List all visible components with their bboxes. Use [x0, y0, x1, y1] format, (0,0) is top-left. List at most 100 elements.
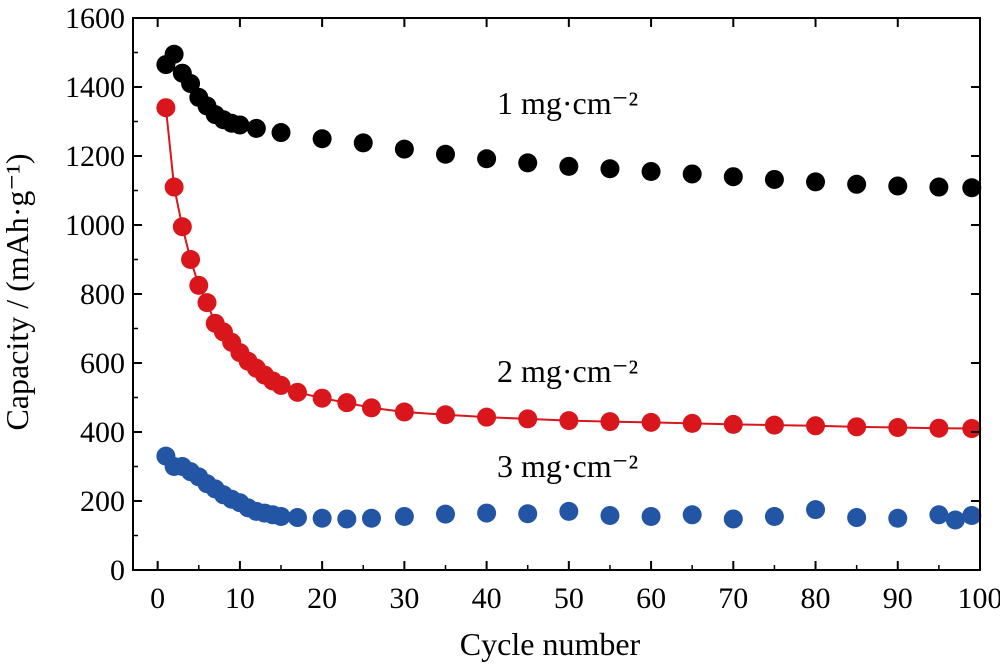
series-1-point — [435, 144, 455, 164]
series-1-point — [764, 169, 784, 189]
series-2-point — [156, 98, 176, 118]
x-axis-title: Cycle number — [460, 626, 641, 662]
series-2-point — [361, 398, 381, 418]
ticks-layer — [133, 17, 981, 571]
series-3-point — [682, 505, 702, 525]
x-tick-label-4: 40 — [472, 582, 502, 615]
series-3-point — [477, 503, 497, 523]
y-tick-label-5: 1000 — [65, 209, 125, 242]
x-tick-label-3: 30 — [389, 582, 419, 615]
series-2-point — [337, 393, 357, 413]
series-2-point — [435, 405, 455, 425]
labels-layer: 0 10 20 30 40 50 60 70 80 90 100020040060080010001… — [65, 2, 1000, 615]
series-label-3: 3 mg·cm⁻² — [497, 448, 638, 484]
series-2-point — [394, 402, 414, 422]
x-tick-label-9: 90 — [883, 582, 913, 615]
series-2-point — [181, 250, 201, 269]
series-2-point — [189, 275, 209, 295]
series-3-point — [312, 508, 332, 528]
x-tick-label-10: 100 — [958, 582, 1000, 615]
series-1-point — [230, 115, 250, 135]
series-1-point — [271, 123, 291, 143]
y-tick-label-2: 400 — [80, 416, 125, 449]
series-2-point — [847, 417, 867, 437]
x-tick-label-7: 70 — [718, 582, 748, 615]
series-2-point — [271, 375, 291, 395]
series-1-point — [888, 176, 908, 196]
x-tick-label-8: 80 — [801, 582, 831, 615]
series-2-point — [559, 411, 579, 431]
series-2-point — [197, 293, 217, 313]
series-2-point — [929, 418, 949, 438]
x-tick-label-0: 0 — [150, 582, 165, 615]
series-2-point — [641, 412, 661, 432]
y-tick-label-8: 1600 — [65, 2, 125, 35]
series-3-point — [287, 508, 307, 528]
series-3-point — [559, 501, 579, 521]
series-1-point — [600, 159, 620, 179]
series-1-point — [246, 118, 266, 138]
series-1-point — [164, 44, 184, 64]
series-1-point — [682, 164, 702, 184]
series-3-point — [361, 508, 381, 528]
series-2-point — [723, 414, 743, 434]
series-2-point — [287, 382, 307, 402]
series-1-point — [394, 139, 414, 159]
series-label-2: 2 mg·cm⁻² — [497, 353, 638, 389]
y-tick-label-6: 1200 — [65, 140, 125, 173]
series-1-point — [847, 174, 867, 194]
series-3-point — [962, 505, 982, 525]
data-layer — [156, 44, 982, 530]
series-3-point — [394, 507, 414, 527]
series-2-point — [764, 415, 784, 435]
series-3-point — [518, 504, 538, 524]
series-3-point — [806, 500, 826, 520]
series-2-point — [312, 388, 332, 408]
series-1 — [156, 44, 982, 198]
series-3 — [156, 446, 982, 530]
series-1-point — [806, 172, 826, 192]
y-tick-label-3: 600 — [80, 347, 125, 380]
series-1-point — [477, 149, 497, 169]
series-2-point — [600, 412, 620, 432]
series-1-point — [723, 167, 743, 187]
series-3-point — [641, 507, 661, 527]
series-2-point — [962, 419, 982, 439]
series-3-point — [847, 508, 867, 528]
y-tick-label-4: 800 — [80, 278, 125, 311]
x-tick-label-5: 50 — [554, 582, 584, 615]
series-3-point — [888, 508, 908, 528]
series-3-point — [945, 510, 965, 530]
series-1-point — [312, 129, 332, 149]
series-1-point — [929, 177, 949, 197]
series-1-point — [559, 156, 579, 176]
series-3-point — [435, 504, 455, 524]
series-2-point — [518, 409, 538, 429]
series-2-point — [888, 418, 908, 438]
series-2-line — [164, 107, 972, 430]
series-label-1: 1 mg·cm⁻² — [497, 85, 638, 121]
series-2-point — [172, 217, 192, 237]
series-1-point — [641, 162, 661, 182]
y-tick-label-0: 0 — [110, 554, 125, 587]
series-2-point — [806, 416, 826, 436]
y-tick-label-7: 1400 — [65, 71, 125, 104]
series-3-point — [929, 505, 949, 525]
series-1-point — [518, 153, 538, 173]
series-1-point — [962, 178, 982, 198]
series-3-point — [337, 509, 357, 529]
series-3-point — [271, 507, 291, 527]
series-1-point — [181, 74, 201, 94]
x-tick-label-2: 20 — [307, 582, 337, 615]
series-3-point — [764, 507, 784, 527]
series-1-point — [353, 133, 373, 153]
series-3-point — [600, 505, 620, 525]
series-2-point — [682, 413, 702, 433]
series-2-point — [477, 407, 497, 427]
series-2 — [156, 98, 982, 439]
y-axis-title: Capacity / (mAh·g⁻¹) — [0, 153, 35, 430]
series-2-point — [164, 177, 184, 197]
y-tick-label-1: 200 — [80, 485, 125, 518]
x-tick-label-1: 10 — [225, 582, 255, 615]
